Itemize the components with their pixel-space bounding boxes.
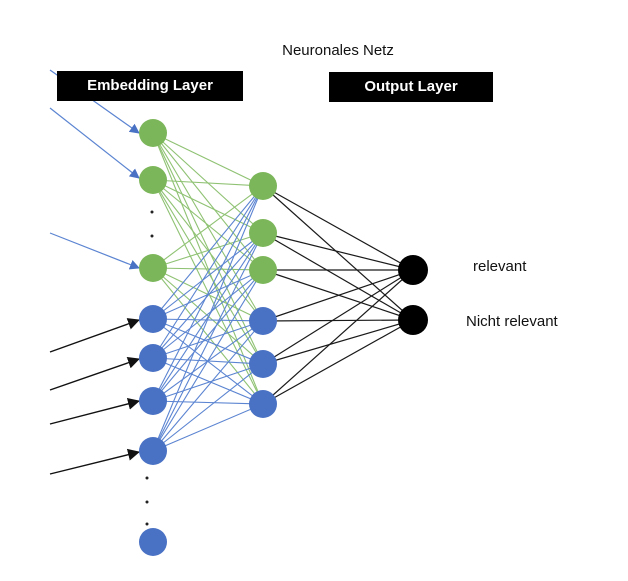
edge-output-3-0 <box>262 269 414 322</box>
edge-hidden-3-0 <box>152 185 264 320</box>
node-hidden-4 <box>249 350 277 378</box>
input-arrow-black-3 <box>49 448 140 475</box>
edge-output-1-0 <box>262 232 414 271</box>
node-embedding-5 <box>139 387 167 415</box>
ellipsis-dots-icon <box>145 522 149 526</box>
edge-hidden-1-2 <box>152 179 264 271</box>
edge-hidden-6-2 <box>152 269 264 452</box>
ellipsis-dots-icon <box>145 500 149 504</box>
node-embedding-0 <box>139 119 167 147</box>
embedding-layer-label: Embedding Layer <box>57 71 243 101</box>
edge-hidden-4-2 <box>152 269 264 359</box>
edge-output-4-0 <box>262 269 414 365</box>
input-arrow-black-1 <box>49 356 140 391</box>
edge-hidden-0-0 <box>152 132 264 187</box>
node-hidden-0 <box>249 172 277 200</box>
edge-hidden-5-0 <box>152 185 264 402</box>
output-layer-label: Output Layer <box>329 72 493 102</box>
output-label-nicht-relevant: Nicht relevant <box>466 313 558 330</box>
output-label-relevant: relevant <box>473 258 527 275</box>
edge-hidden-0-4 <box>152 132 264 365</box>
edge-hidden-4-0 <box>152 185 264 359</box>
edge-hidden-5-2 <box>152 269 264 402</box>
edge-hidden-5-1 <box>152 232 264 402</box>
node-embedding-4 <box>139 344 167 372</box>
node-embedding-7 <box>139 528 167 556</box>
ellipsis-dots-icon <box>150 210 154 214</box>
edge-hidden-4-3 <box>152 320 264 359</box>
edge-hidden-1-5 <box>152 179 264 405</box>
input-arrow-black-2 <box>49 397 140 425</box>
diagram-title: Neuronales Netz <box>282 42 394 59</box>
edge-hidden-1-0 <box>152 179 264 187</box>
ellipsis-dots-icon <box>150 234 154 238</box>
node-hidden-1 <box>249 219 277 247</box>
edge-hidden-3-1 <box>152 232 264 320</box>
node-embedding-6 <box>139 437 167 465</box>
edge-hidden-5-4 <box>152 363 264 402</box>
node-hidden-5 <box>249 390 277 418</box>
input-arrow-blue-1 <box>49 107 140 179</box>
edge-hidden-2-0 <box>152 185 264 269</box>
edge-hidden-6-0 <box>152 185 264 452</box>
input-arrow-blue-2 <box>49 232 140 270</box>
edge-hidden-3-3 <box>152 318 264 322</box>
node-hidden-2 <box>249 256 277 284</box>
edge-hidden-5-5 <box>152 400 264 405</box>
node-hidden-3 <box>249 307 277 335</box>
edge-output-5-0 <box>262 269 414 405</box>
edge-hidden-2-1 <box>152 232 264 269</box>
node-embedding-2 <box>139 254 167 282</box>
edge-output-5-1 <box>262 319 414 405</box>
edge-hidden-1-1 <box>152 179 264 234</box>
edge-output-0-0 <box>262 185 414 271</box>
edge-output-4-1 <box>262 319 414 365</box>
node-output-1 <box>398 305 428 335</box>
edge-hidden-6-5 <box>152 403 264 452</box>
edge-hidden-6-4 <box>152 363 264 452</box>
edge-output-1-1 <box>262 232 414 321</box>
node-output-0 <box>398 255 428 285</box>
input-arrow-black-0 <box>49 318 140 353</box>
edge-hidden-4-1 <box>152 232 264 359</box>
edge-output-0-1 <box>262 185 414 321</box>
edge-hidden-6-3 <box>152 320 264 452</box>
ellipsis-dots-icon <box>145 476 149 480</box>
edge-output-3-1 <box>262 319 414 322</box>
node-embedding-1 <box>139 166 167 194</box>
edge-hidden-6-1 <box>152 232 264 452</box>
node-embedding-3 <box>139 305 167 333</box>
